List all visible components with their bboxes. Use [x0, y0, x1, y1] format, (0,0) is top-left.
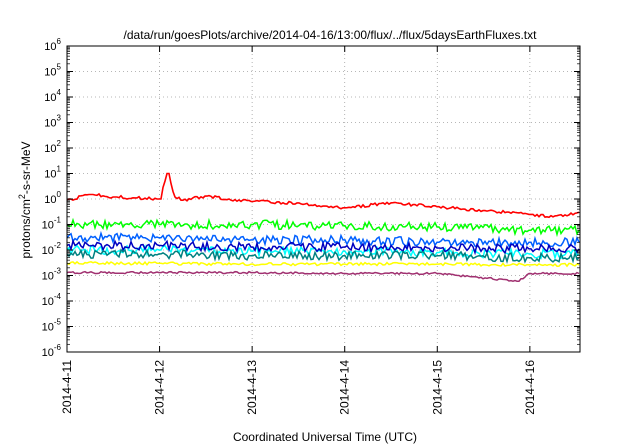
- series-line: [66, 270, 580, 282]
- y-tick-label: 10-2: [42, 241, 62, 257]
- y-tick-label: 101: [44, 165, 61, 181]
- x-tick-label: 2014-4-13: [245, 360, 259, 415]
- y-tick-label: 100: [44, 190, 61, 206]
- series-line: [66, 238, 580, 256]
- series-line: [66, 217, 580, 238]
- y-tick-label: 10-1: [42, 216, 62, 232]
- y-tick-label: 10-5: [42, 318, 62, 334]
- y-tick-label: 102: [44, 139, 61, 155]
- y-tick-label: 105: [44, 63, 61, 79]
- series-group: [66, 172, 580, 282]
- y-tick-label: 103: [44, 114, 61, 130]
- y-tick-label: 106: [44, 37, 61, 53]
- y-tick-label: 10-6: [42, 343, 62, 359]
- y-axis-label: protons/cm2-s-sr-MeV: [17, 141, 33, 258]
- y-axis-label-base: protons/cm: [19, 199, 33, 258]
- chart-title: /data/run/goesPlots/archive/2014-04-16/1…: [124, 28, 538, 42]
- y-tick-label: 10-4: [42, 292, 62, 308]
- x-tick-label: 2014-4-15: [430, 360, 444, 415]
- y-axis-label-sup: 2: [17, 194, 27, 199]
- x-tick-label: 2014-4-12: [153, 360, 167, 415]
- x-tick-label: 2014-4-16: [523, 360, 537, 415]
- x-tick-label: 2014-4-11: [60, 360, 74, 414]
- y-tick-label: 10-3: [42, 267, 62, 283]
- series-line: [66, 260, 580, 268]
- y-axis-label-rest: -s-sr-MeV: [19, 141, 33, 194]
- y-axis: 10-6 10-5 10-4 10-3 10-2 10-1 100 101 102 103 104 1…: [42, 37, 580, 359]
- series-line: [66, 172, 580, 219]
- x-axis: 2014-4-11 2014-4-12 2014-4-13 2014-4-14 2014…: [60, 46, 537, 415]
- x-tick-label: 2014-4-14: [338, 360, 352, 415]
- y-tick-label: 104: [44, 88, 61, 104]
- x-axis-label: Coordinated Universal Time (UTC): [233, 430, 417, 444]
- series-line: [66, 248, 580, 264]
